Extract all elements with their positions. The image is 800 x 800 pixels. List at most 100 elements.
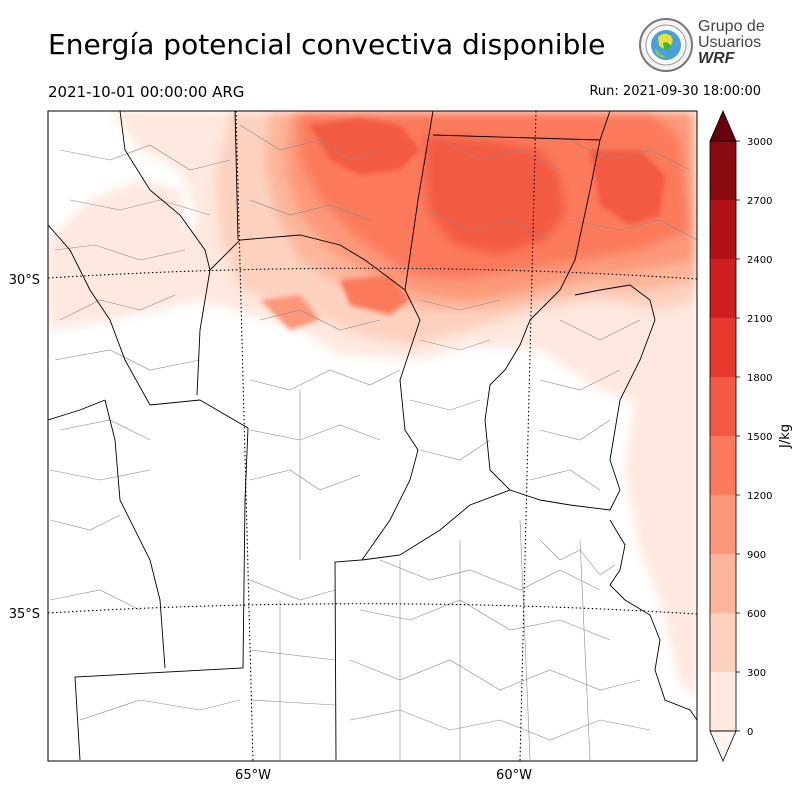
province-border [361,489,511,561]
lon-label-65w: 65°W [235,768,271,783]
colorbar-band [710,377,736,436]
dept-border [249,649,336,661]
cape-field-lightest-west [48,180,185,285]
colorbar-band [710,436,736,495]
map-title: Energía potencial convectiva disponible [48,28,606,61]
dept-border [59,144,231,171]
colorbar-under-arrow [709,730,737,763]
dept-border [539,419,611,441]
globe-seal-icon [639,18,693,72]
colorbar-tick-label: 2100 [747,314,772,325]
colorbar-band [710,200,736,259]
dept-border [249,424,381,441]
logo-text: Grupo de Usuarios WRF [698,19,765,67]
dept-border [529,469,601,491]
cape-shading [48,111,697,700]
parallel-30s [48,267,697,280]
colorbar-band [710,495,736,554]
dept-border [419,339,491,351]
lon-label-60w: 60°W [496,768,532,783]
colorbar-tick-label: 1200 [747,491,772,502]
dept-border [559,319,641,341]
dept-border [419,299,501,311]
cape-field-high-north [310,118,420,175]
logo-line-2: Usuarios [698,34,762,51]
meridian-65w [235,111,254,761]
colorbar-tick-label: 2700 [747,196,772,207]
colorbar-band [710,613,736,672]
meridian-60w [519,111,537,761]
colorbar-unit-label: J/kg [778,424,793,449]
dept-border [439,139,561,171]
dept-border [569,139,691,171]
dept-border [54,349,201,371]
logo-line-1: Grupo de [698,18,765,35]
coastline [609,519,697,721]
dept-border [49,514,121,531]
colorbar-band [710,554,736,613]
colorbar-tick-label: 900 [747,550,766,561]
dept-border [49,589,141,611]
colorbar-band [710,318,736,377]
run-time: Run: 2021-09-30 18:00:00 [589,84,761,99]
province-border [404,111,434,291]
colorbar-band [710,672,736,731]
dept-border [259,309,381,331]
parallel-35s [48,603,697,615]
province-border [48,224,201,406]
cape-field-lightest-east [625,360,697,700]
dept-border [539,539,616,576]
dept-border [409,399,481,411]
province-border [48,399,106,421]
dept-border [54,244,186,261]
dept-border [359,599,611,641]
colorbar-band [710,259,736,318]
dept-border [49,469,151,481]
colorbar: 0 300 600 900 1200 1500 1800 2100 2400 2700 3000 J… [709,109,793,763]
province-border [104,399,166,669]
valid-time: 2021-10-01 00:00:00 ARG [48,83,245,101]
province-border [234,111,239,241]
department-borders [49,124,697,761]
dept-border [539,369,621,391]
logo-line-3: WRF [698,50,735,67]
dept-border [249,579,336,601]
province-border [196,269,211,396]
colorbar-tick-label: 1800 [747,373,772,384]
province-border [484,139,656,511]
province-borders [48,111,656,761]
colorbar-band [710,141,736,200]
colorbar-tick-label: 1500 [747,432,772,443]
dept-border [69,199,211,216]
map-area [48,111,697,761]
dept-border [249,369,401,391]
dept-border [249,699,336,706]
dept-border [239,124,381,161]
dept-border [519,519,531,761]
dept-border [79,699,241,721]
dept-border [579,539,591,761]
dept-border [569,219,697,241]
colorbar-over-arrow [709,109,737,142]
graticule [48,111,697,761]
cape-field-speckle-1 [340,275,410,315]
province-border [119,111,211,271]
dept-border [249,199,371,221]
dept-border [379,559,601,591]
colorbar-bands [710,141,736,731]
colorbar-tick-label: 0 [747,727,753,738]
province-border [74,399,249,761]
province-border [334,289,421,761]
lat-label-30s: 30°S [9,273,40,288]
province-border [209,234,406,291]
dept-border [59,294,176,321]
colorbar-tick-label: 600 [747,609,766,620]
dept-border [419,439,491,461]
lat-label-35s: 35°S [9,607,40,622]
colorbar-tick-label: 3000 [747,137,772,148]
colorbar-tick-label: 300 [747,668,766,679]
dept-border [249,469,361,491]
dept-border [429,209,551,241]
colorbar-tick-label: 2400 [747,255,772,266]
